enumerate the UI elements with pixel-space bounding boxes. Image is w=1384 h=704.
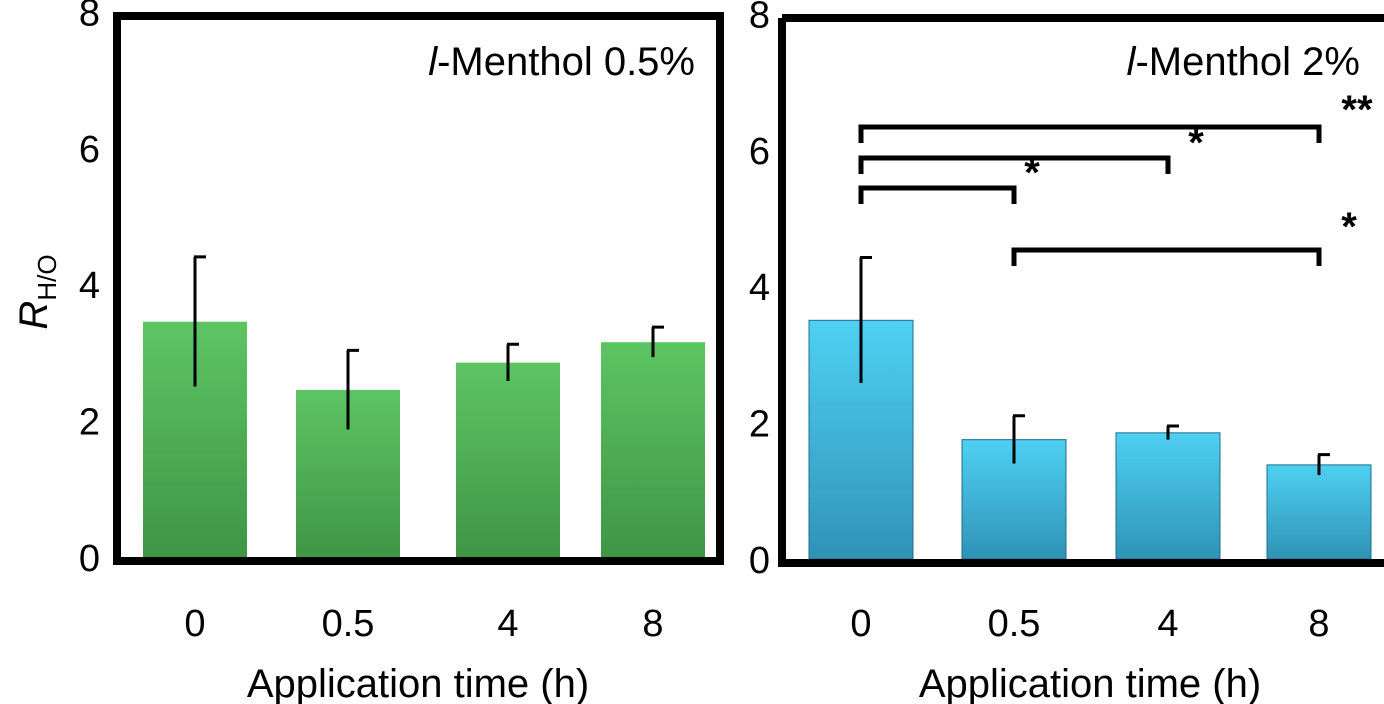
error-bar-0 xyxy=(193,255,206,387)
bar-4 xyxy=(1115,432,1221,560)
error-bar-4 xyxy=(1166,424,1179,440)
panel-title-prefix: l xyxy=(1127,40,1137,84)
y-tick-label: 0 xyxy=(79,538,100,580)
bar-8 xyxy=(601,342,705,557)
significance-label: * xyxy=(1188,121,1204,165)
error-bar-8 xyxy=(651,325,664,358)
x-tick-label: 0.5 xyxy=(988,603,1041,645)
error-bar-0 xyxy=(859,256,872,384)
x-tick-label: 4 xyxy=(1157,603,1178,645)
bar-series xyxy=(143,321,705,557)
y-tick-labels: 0 2 4 6 8 xyxy=(749,0,770,582)
x-axis-label: Application time (h) xyxy=(919,662,1261,704)
error-bars xyxy=(193,255,664,430)
panel-title-prefix: l xyxy=(428,40,438,84)
y-tick-label: 8 xyxy=(749,0,770,36)
significance-bracket xyxy=(858,155,1171,174)
x-axis-label: Application time (h) xyxy=(247,662,589,704)
y-tick-label: 4 xyxy=(79,265,100,307)
x-tick-label: 8 xyxy=(1308,603,1329,645)
x-tick-label: 0 xyxy=(184,603,205,645)
y-axis-label: RH/O xyxy=(12,254,62,329)
y-tick-label: 8 xyxy=(79,0,100,34)
significance-label: * xyxy=(1024,151,1040,195)
significance-label: ** xyxy=(1341,88,1373,132)
significance-bracket xyxy=(858,124,1322,143)
panel-title-text: -Menthol 0.5% xyxy=(437,40,695,84)
y-tick-label: 6 xyxy=(749,131,770,173)
panel-title-text: -Menthol 2% xyxy=(1135,40,1360,84)
plot-frame xyxy=(778,14,1384,567)
y-tick-label: 4 xyxy=(749,267,770,309)
x-tick-labels: 0 0.5 4 8 xyxy=(850,603,1329,645)
significance-brackets: ***** xyxy=(858,88,1373,266)
error-bar-4 xyxy=(506,342,519,382)
significance-label: * xyxy=(1341,205,1357,249)
panel-title: l-Menthol 2% xyxy=(1127,40,1360,84)
error-bar-0.5 xyxy=(346,348,359,430)
plot-frame xyxy=(113,12,724,565)
x-tick-label: 8 xyxy=(642,603,663,645)
y-tick-label: 2 xyxy=(79,402,100,444)
chart-panel-left: 0 2 4 6 8 0 0.5 4 8 l-Menthol 0.5% Application … xyxy=(12,0,724,704)
bar-8 xyxy=(1266,464,1372,560)
significance-bracket xyxy=(1011,247,1322,266)
x-tick-label: 4 xyxy=(497,603,518,645)
error-bars xyxy=(859,256,1330,476)
y-tick-labels: 0 2 4 6 8 xyxy=(79,0,100,580)
y-tick-label: 0 xyxy=(749,540,770,582)
y-tick-label: 6 xyxy=(79,129,100,171)
y-tick-label: 2 xyxy=(749,404,770,446)
bar-series xyxy=(808,319,1372,560)
error-bar-8 xyxy=(1317,453,1330,476)
x-tick-label: 0.5 xyxy=(322,603,375,645)
error-bar-0.5 xyxy=(1012,414,1025,464)
bar-4 xyxy=(456,362,560,557)
x-tick-label: 0 xyxy=(850,603,871,645)
significance-bracket xyxy=(858,185,1017,204)
y-axis-label-subscript: H/O xyxy=(32,254,62,300)
panel-title: l-Menthol 0.5% xyxy=(428,40,695,84)
x-tick-labels: 0 0.5 4 8 xyxy=(184,603,663,645)
y-axis-label-main: R xyxy=(12,301,56,330)
